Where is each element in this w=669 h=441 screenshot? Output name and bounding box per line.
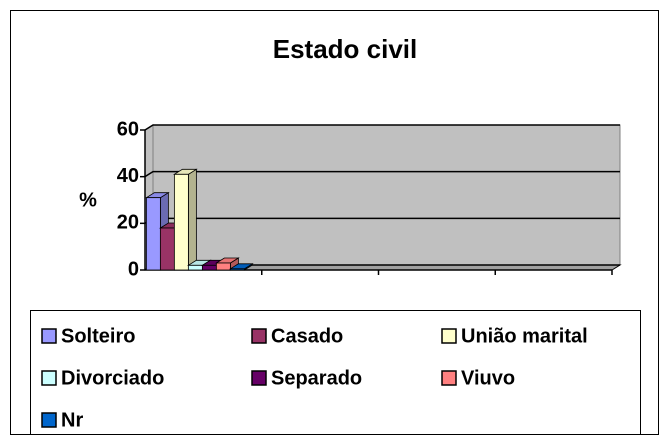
bar	[215, 262, 231, 271]
legend-label: Viuvo	[461, 367, 515, 389]
bar	[159, 227, 175, 271]
legend-swatch	[251, 328, 267, 344]
bar	[201, 264, 217, 271]
chart-title: Estado civil	[273, 34, 418, 64]
grid-line	[144, 170, 620, 178]
plot-wall	[152, 124, 621, 266]
y-tick-label: 40	[117, 165, 139, 187]
legend-swatch	[441, 328, 457, 344]
legend-label: Separado	[271, 367, 362, 389]
legend-label: Divorciado	[61, 367, 164, 389]
legend	[30, 310, 641, 435]
legend-swatch	[41, 370, 57, 386]
bar	[173, 173, 189, 271]
grid-line	[144, 124, 620, 131]
bar	[187, 264, 203, 271]
legend-swatch	[41, 412, 57, 428]
legend-swatch	[41, 328, 57, 344]
legend-label: Nr	[61, 409, 83, 431]
y-tick-label: 0	[128, 258, 139, 280]
legend-label: União marital	[461, 325, 588, 347]
legend-swatch	[251, 370, 267, 386]
bar-side	[187, 168, 197, 271]
legend-swatch	[441, 370, 457, 386]
y-tick-label: 60	[117, 118, 139, 140]
bar	[229, 268, 245, 271]
bar	[145, 197, 161, 271]
legend-label: Casado	[271, 325, 343, 347]
legend-label: Solteiro	[61, 325, 135, 347]
y-axis-label: %	[79, 189, 97, 211]
y-tick-label: 20	[117, 212, 139, 234]
